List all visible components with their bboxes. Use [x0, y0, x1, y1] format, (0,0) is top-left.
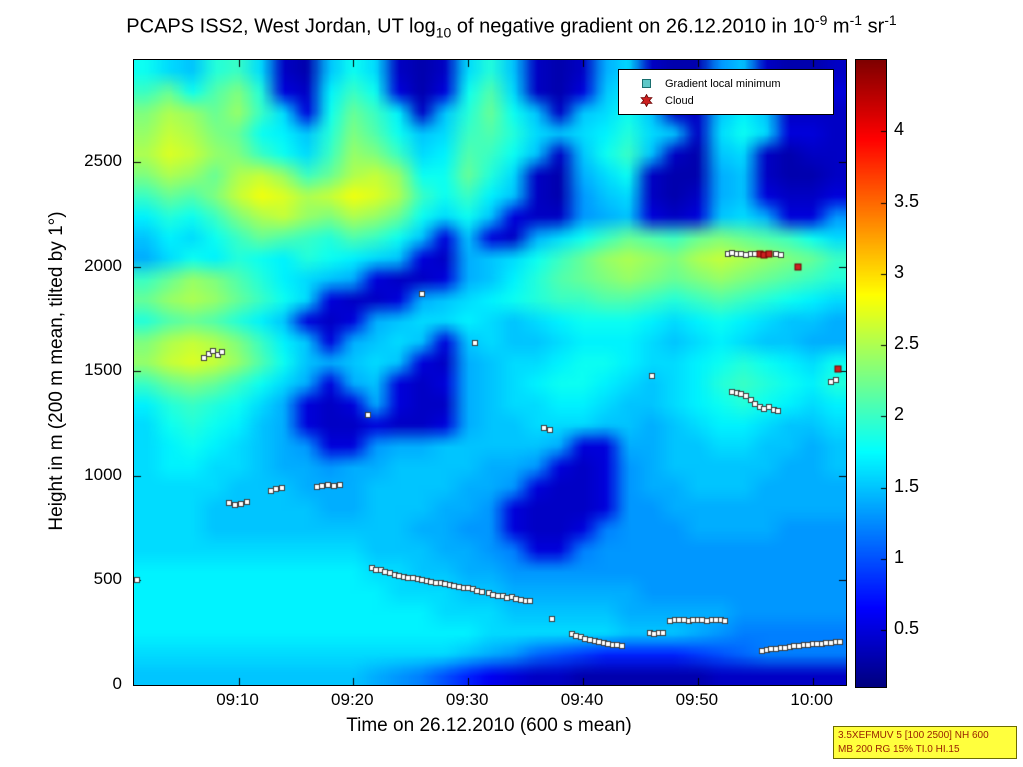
gradient-minimum-marker-icon [633, 78, 659, 89]
title-text: of negative gradient on 26.12.2010 in 10 [451, 15, 815, 38]
y-tick-label: 2000 [84, 255, 122, 275]
legend-label-cloud: Cloud [665, 94, 694, 107]
cloud-marker-icon [633, 94, 659, 107]
colorbar-tick-label: 1.5 [894, 475, 920, 496]
colorbar-tick-label: 3 [894, 261, 905, 282]
title-text: m [827, 15, 850, 38]
x-tick-label: 10:00 [790, 690, 833, 709]
y-tick-label: 500 [93, 569, 122, 589]
colorbar-tick-label: 2 [894, 404, 905, 425]
colorbar-tick-label: 2.5 [894, 333, 920, 353]
title-superscript: -1 [849, 12, 863, 28]
x-tick-label: 09:30 [445, 690, 489, 709]
title-subscript: 10 [435, 24, 452, 41]
colorbar-tick-label: 1 [894, 546, 905, 567]
annotation-box: 3.5XEFMUV 5 [100 2500] NH 600 MB 200 RG … [833, 726, 1017, 759]
plot-area: Gradient local minimum Cloud [133, 59, 847, 686]
colorbar-tick-label: 3.5 [894, 190, 920, 211]
y-tick-label: 2500 [84, 151, 122, 171]
x-tick-label: 09:20 [331, 690, 374, 709]
y-tick-label: 1500 [84, 360, 122, 380]
legend-item-cloud: Cloud [633, 92, 827, 109]
chart-title: PCAPS ISS2, West Jordan, UT log10 of neg… [0, 12, 1023, 41]
title-text: PCAPS ISS2, West Jordan, UT log [126, 15, 436, 38]
colorbar-canvas [856, 60, 886, 687]
y-tick-label: 1000 [84, 464, 122, 484]
x-tick-label: 09:50 [675, 690, 719, 709]
y-tick-label: 0 [112, 674, 122, 693]
x-axis-label: Time on 26.12.2010 (600 s mean) [346, 715, 632, 736]
x-tick-label: 09:10 [216, 690, 259, 709]
legend-label-gradient-minimum: Gradient local minimum [665, 77, 781, 90]
title-superscript: -1 [884, 12, 897, 28]
legend: Gradient local minimum Cloud [618, 69, 834, 115]
title-superscript: -9 [814, 12, 828, 28]
colorbar [855, 59, 887, 688]
colorbar-tick-label: 4 [894, 119, 905, 140]
legend-item-gradient-minimum: Gradient local minimum [633, 75, 827, 92]
heatmap-canvas [134, 60, 846, 685]
annotation-line-1: 3.5XEFMUV 5 [100 2500] NH 600 [838, 730, 989, 741]
annotation-line-2: MB 200 RG 15% TI.0 HI.15 [838, 743, 960, 755]
colorbar-tick-label: 0.5 [894, 618, 920, 638]
title-text: sr [862, 15, 885, 38]
x-tick-label: 09:40 [560, 690, 604, 709]
